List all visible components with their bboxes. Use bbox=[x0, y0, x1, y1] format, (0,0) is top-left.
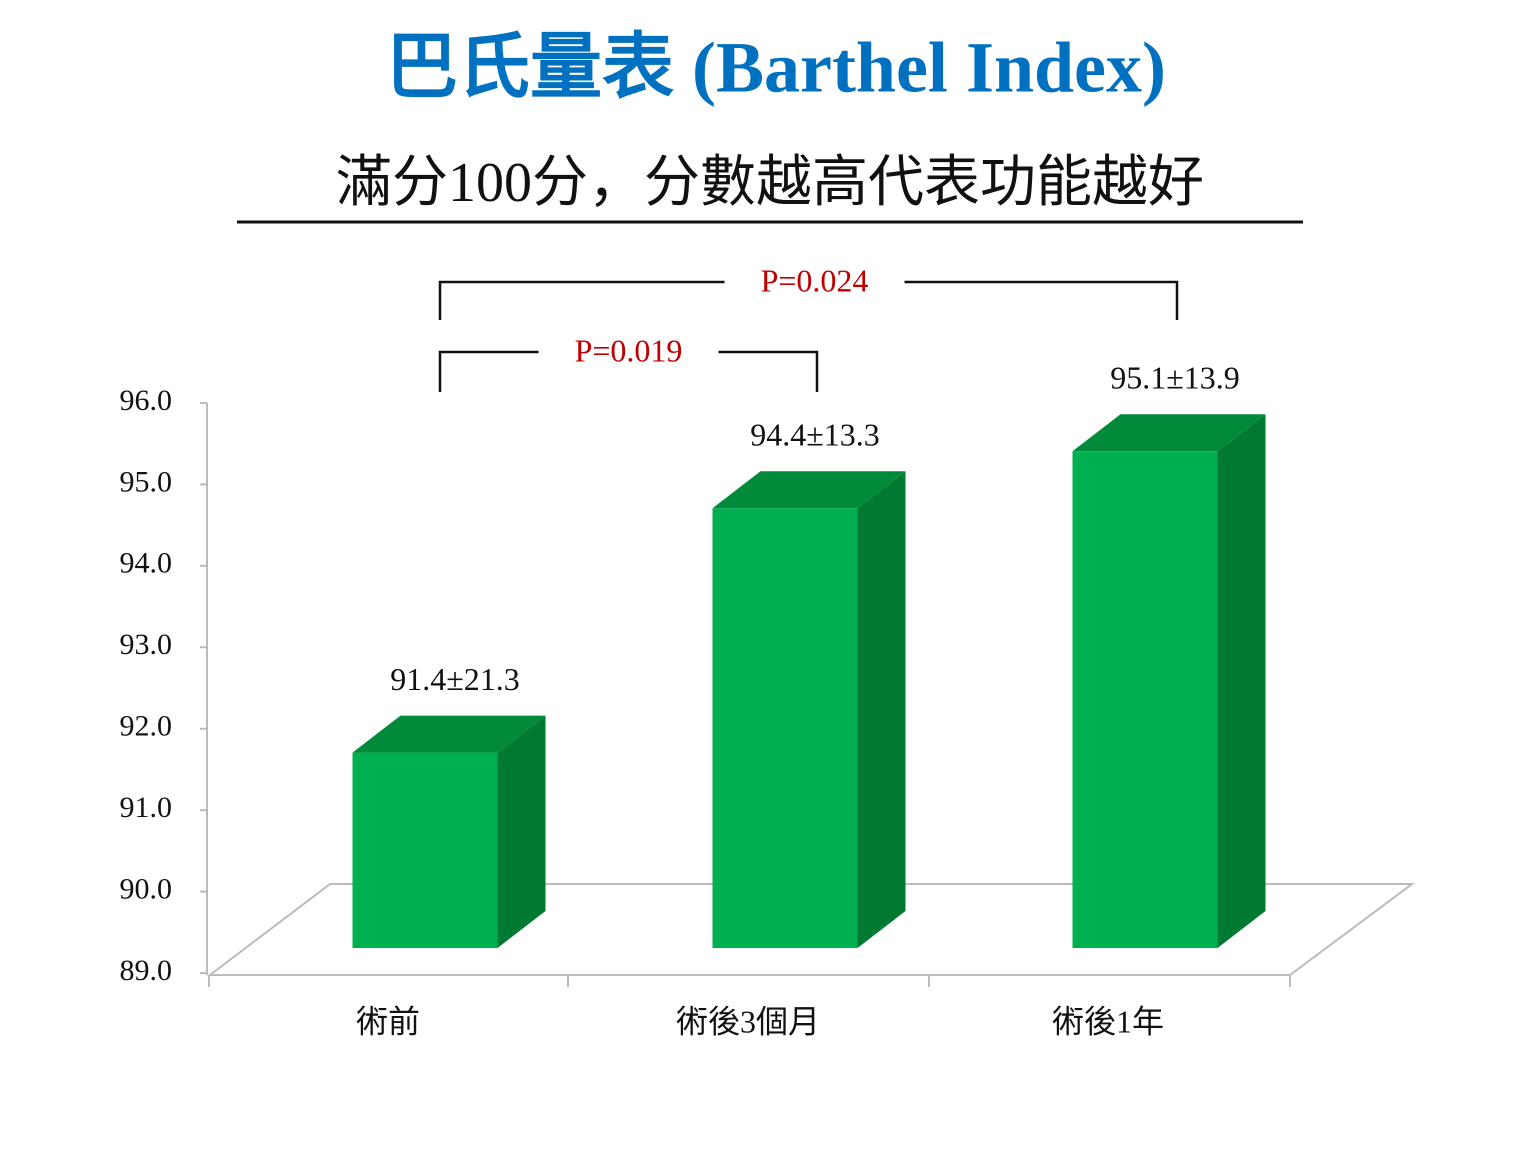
bar bbox=[352, 752, 498, 948]
bar-side bbox=[497, 715, 546, 948]
y-tick-label: 90.0 bbox=[120, 872, 173, 905]
annotation-bg bbox=[538, 330, 719, 374]
y-tick-label: 94.0 bbox=[120, 547, 173, 580]
bar-top bbox=[712, 471, 906, 509]
y-tick-label: 96.0 bbox=[120, 384, 173, 417]
bar-top bbox=[1072, 414, 1266, 452]
y-tick-label: 95.0 bbox=[120, 465, 173, 498]
y-tick-label: 92.0 bbox=[120, 710, 173, 743]
chart-title: 巴氏量表 (Barthel Index) bbox=[386, 28, 1166, 108]
annotation: P=0.024 bbox=[761, 262, 869, 298]
bar-side bbox=[857, 471, 906, 948]
bar bbox=[712, 508, 858, 948]
y-tick-label: 89.0 bbox=[120, 954, 173, 987]
bar-side bbox=[1217, 414, 1266, 948]
y-tick-label: 91.0 bbox=[120, 791, 173, 824]
bar-top bbox=[352, 715, 546, 753]
chart-subtitle: 滿分100分，分數越高代表功能越好 bbox=[336, 152, 1204, 214]
x-tick-label: 術後1年 bbox=[1052, 1003, 1164, 1039]
annotation-bg bbox=[724, 260, 905, 304]
value-label: 95.1±13.9 bbox=[1110, 360, 1240, 396]
value-label: 94.4±13.3 bbox=[750, 417, 880, 453]
x-tick-label: 術後3個月 bbox=[676, 1003, 820, 1039]
value-label: 91.4±21.3 bbox=[390, 661, 520, 697]
y-tick-label: 93.0 bbox=[120, 628, 173, 661]
annotation: P=0.019 bbox=[575, 332, 683, 368]
bar bbox=[1072, 451, 1218, 948]
x-tick-label: 術前 bbox=[356, 1003, 420, 1039]
